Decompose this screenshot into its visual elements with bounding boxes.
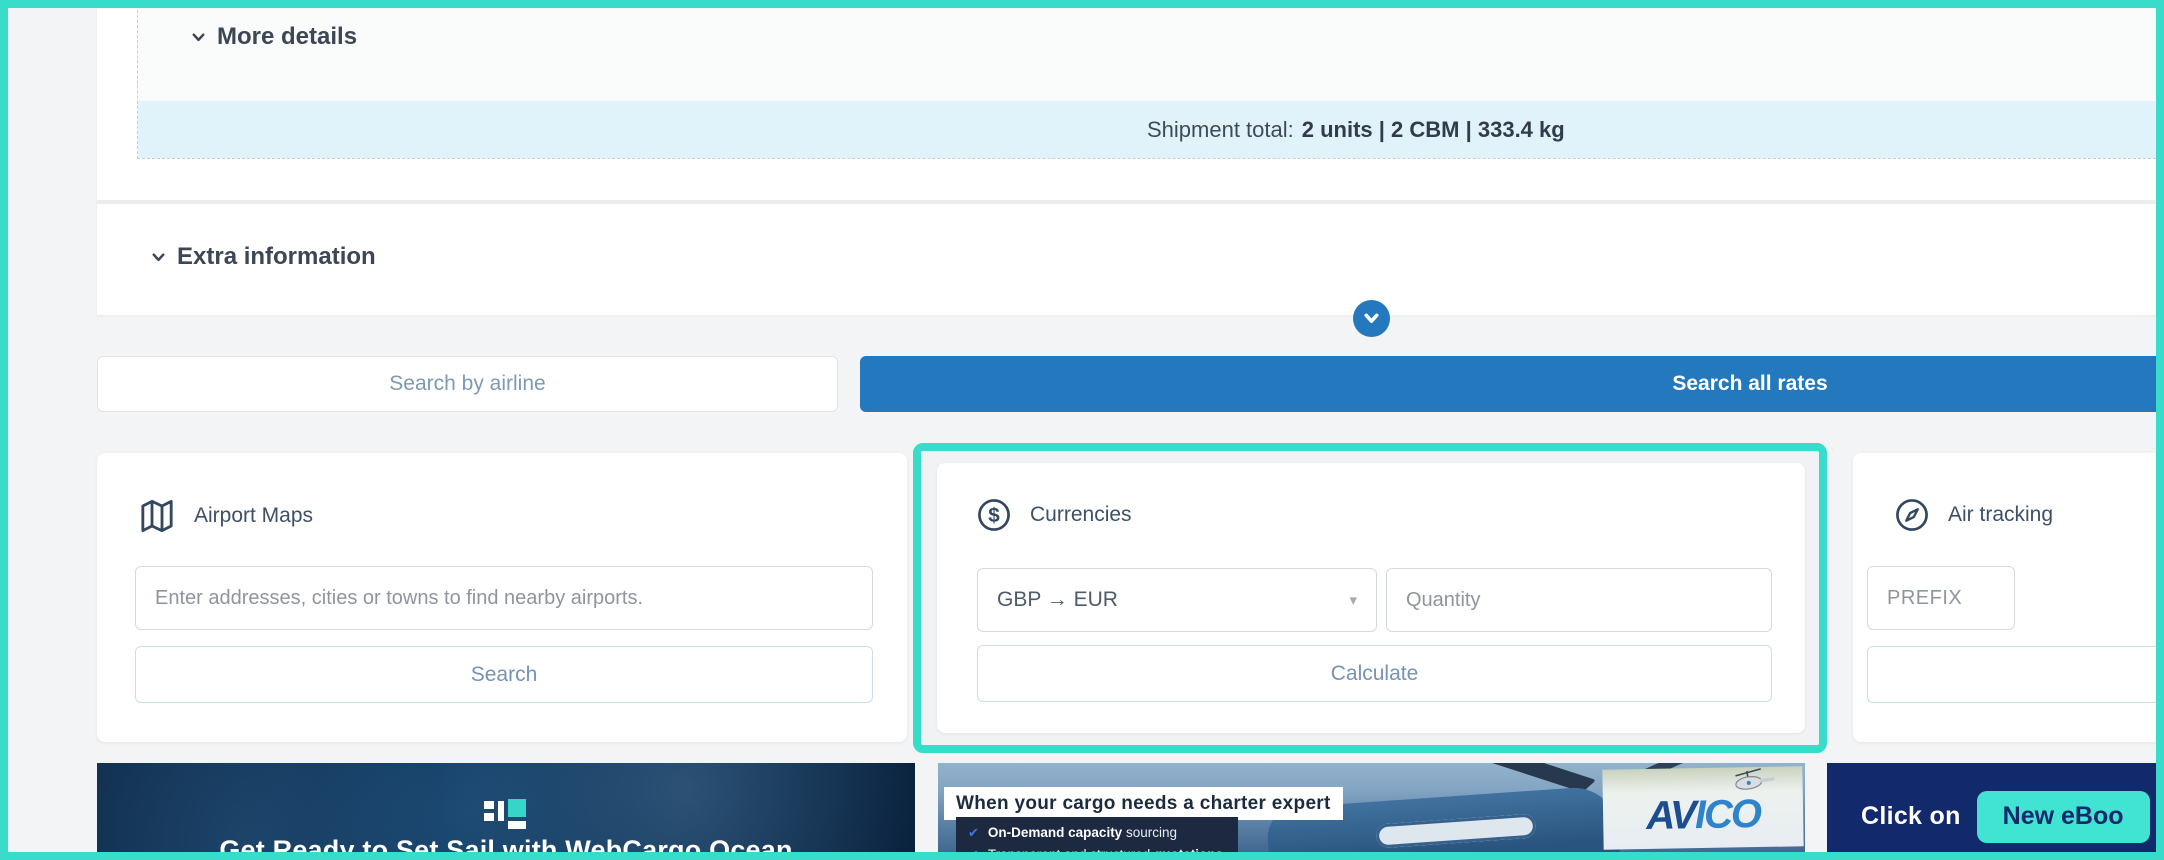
- shipment-total-bar: Shipment total: 2 units | 2 CBM | 333.4 …: [138, 101, 2164, 158]
- extra-information-label: Extra information: [177, 243, 376, 270]
- ebooking-banner[interactable]: Click on New eBoo: [1827, 763, 2164, 860]
- air-tracking-title: Air tracking: [1948, 503, 2054, 526]
- search-by-airline-button[interactable]: Search by airline: [97, 356, 838, 412]
- currency-pair-select[interactable]: GBP → EUR ▾: [977, 568, 1377, 632]
- chevron-down-icon: [1364, 313, 1379, 323]
- calculate-button[interactable]: Calculate: [977, 645, 1772, 702]
- air-tracking-card: Air tracking: [1853, 453, 2164, 742]
- currency-pair-value: GBP → EUR: [997, 588, 1118, 611]
- charter-benefits-list: ✔ On-Demand capacity sourcing ✔ Transpar…: [956, 817, 1238, 860]
- compass-icon: [1896, 499, 1928, 531]
- check-icon: ✔: [968, 825, 979, 840]
- webcargo-ocean-banner[interactable]: Get Ready to Set Sail with WebCargo Ocea…: [97, 763, 915, 860]
- more-details-panel: More details Shipment total: 2 units | 2…: [137, 0, 2164, 159]
- airport-search-button[interactable]: Search: [135, 646, 873, 703]
- airport-maps-card: Airport Maps Search: [97, 453, 907, 742]
- card-divider: [97, 200, 2164, 204]
- charter-banner-headline: When your cargo needs a charter expert: [944, 787, 1343, 820]
- currencies-title: Currencies: [1030, 503, 1132, 526]
- ocean-banner-headline: Get Ready to Set Sail with WebCargo Ocea…: [219, 835, 793, 860]
- more-details-toggle[interactable]: More details: [189, 23, 357, 51]
- booking-form-card: More details Shipment total: 2 units | 2…: [97, 0, 2164, 315]
- new-ebooking-button[interactable]: New eBoo: [1976, 790, 2150, 843]
- awb-number-input[interactable]: [1867, 646, 2164, 703]
- charter-benefit-item: ✔ On-Demand capacity sourcing: [968, 825, 1177, 840]
- charter-expert-banner[interactable]: When your cargo needs a charter expert ✔…: [938, 763, 1805, 860]
- helicopter-icon: [1735, 768, 1775, 790]
- currencies-card: $ Currencies GBP → EUR ▾ Calculate: [937, 463, 1805, 733]
- currencies-header: $ Currencies: [975, 496, 1132, 534]
- chevron-down-icon: [192, 32, 205, 41]
- caret-down-icon: ▾: [1349, 592, 1357, 609]
- avico-logo-panel: AVICO: [1602, 766, 1804, 850]
- ebooking-banner-label: Click on: [1861, 802, 1961, 830]
- airport-maps-title: Airport Maps: [194, 504, 314, 527]
- air-tracking-header: Air tracking: [1893, 496, 2053, 534]
- extra-information-toggle[interactable]: Extra information: [149, 243, 376, 271]
- more-details-label: More details: [217, 23, 358, 50]
- airport-maps-header: Airport Maps: [137, 496, 313, 536]
- avico-logo-text: AVICO: [1645, 791, 1761, 838]
- webcargo-ocean-logo-icon: [484, 799, 526, 829]
- map-icon: [141, 499, 173, 533]
- check-icon: ✔: [968, 847, 979, 860]
- dollar-circle-icon: $: [978, 499, 1010, 531]
- svg-text:$: $: [988, 504, 1000, 527]
- charter-benefit-item: ✔ Transparent and structured quotations: [968, 846, 1226, 860]
- shipment-total-label: Shipment total:: [1147, 116, 1294, 142]
- search-all-rates-button[interactable]: Search all rates: [860, 356, 2164, 412]
- shipment-total-value: 2 units | 2 CBM | 333.4 kg: [1301, 116, 1565, 142]
- expand-form-button[interactable]: [1353, 300, 1390, 337]
- chevron-down-icon: [152, 252, 165, 261]
- awb-prefix-input[interactable]: [1867, 566, 2015, 630]
- quantity-input[interactable]: [1386, 568, 1772, 632]
- airport-search-input[interactable]: [135, 566, 873, 630]
